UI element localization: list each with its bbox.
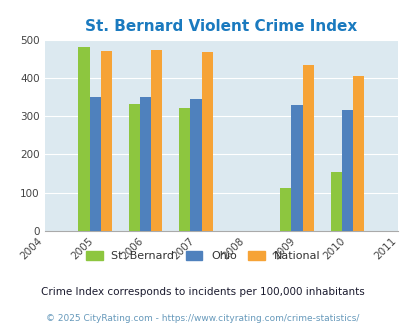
Bar [129, 104, 140, 231]
Text: Crime Index corresponds to incidents per 100,000 inhabitants: Crime Index corresponds to incidents per… [41, 287, 364, 297]
Bar [179, 108, 190, 231]
Bar [302, 65, 313, 231]
Bar [140, 97, 151, 231]
Bar [330, 173, 341, 231]
Title: St. Bernard Violent Crime Index: St. Bernard Violent Crime Index [85, 19, 356, 34]
Bar [90, 97, 100, 231]
Bar [151, 50, 162, 231]
Bar [279, 188, 291, 231]
Legend: St. Bernard, Ohio, National: St. Bernard, Ohio, National [81, 247, 324, 266]
Bar [291, 105, 302, 231]
Bar [341, 111, 352, 231]
Text: © 2025 CityRating.com - https://www.cityrating.com/crime-statistics/: © 2025 CityRating.com - https://www.city… [46, 314, 359, 323]
Bar [78, 47, 90, 231]
Bar [352, 76, 363, 231]
Bar [190, 99, 201, 231]
Bar [100, 51, 111, 231]
Bar [201, 52, 212, 231]
